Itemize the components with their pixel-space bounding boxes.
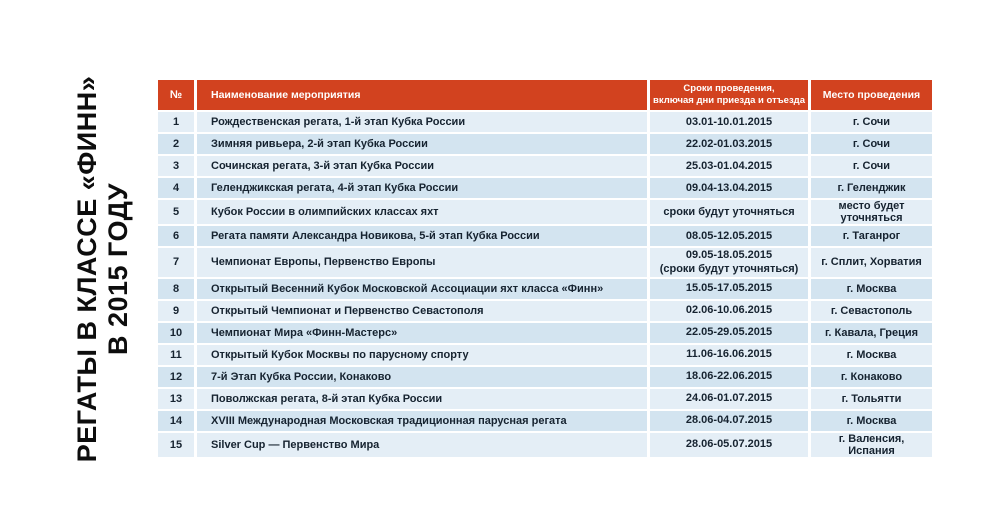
- event-place: г. Сочи: [811, 112, 932, 132]
- event-dates: 09.04-13.04.2015: [650, 178, 808, 198]
- header-dates: Сроки проведения, включая дни приезда и …: [650, 80, 808, 110]
- page-title-line2: В 2015 ГОДУ: [103, 182, 133, 356]
- table-row: 5 Кубок России в олимпийских классах яхт…: [158, 200, 932, 224]
- event-dates: 02.06-10.06.2015: [650, 300, 808, 321]
- row-number: 8: [158, 278, 194, 299]
- event-name: Поволжская регата, 8-й этап Кубка России: [197, 388, 647, 409]
- table-row: 8 Открытый Весенний Кубок Московской Асс…: [158, 278, 932, 299]
- event-place: г. Москва: [811, 344, 932, 365]
- event-name: Открытый Кубок Москвы по парусному спорт…: [197, 344, 647, 365]
- event-dates: 28.06-05.07.2015: [650, 432, 808, 457]
- row-number: 4: [158, 178, 194, 198]
- row-number: 10: [158, 322, 194, 343]
- event-dates: 22.05-29.05.2015: [650, 322, 808, 343]
- table-row: 3 Сочинская регата, 3-й этап Кубка Росси…: [158, 156, 932, 176]
- event-dates: 24.06-01.07.2015: [650, 388, 808, 409]
- table-row: 7 Чемпионат Европы, Первенство Европы 09…: [158, 248, 932, 277]
- event-dates: 08.05-12.05.2015: [650, 226, 808, 246]
- row-number: 12: [158, 366, 194, 387]
- event-place: г. Севастополь: [811, 300, 932, 321]
- event-name: Silver Cup — Первенство Мира: [197, 432, 647, 457]
- event-dates: 25.03-01.04.2015: [650, 156, 808, 176]
- header-number: №: [158, 80, 194, 110]
- event-name: Сочинская регата, 3-й этап Кубка России: [197, 156, 647, 176]
- header-event-name: Наименование мероприятия: [197, 80, 647, 110]
- event-place: г. Кавала, Греция: [811, 322, 932, 343]
- table-row: 9 Открытый Чемпионат и Первенство Севаст…: [158, 300, 932, 321]
- row-number: 9: [158, 300, 194, 321]
- row-number: 13: [158, 388, 194, 409]
- event-dates: сроки будут уточняться: [650, 200, 808, 224]
- row-number: 1: [158, 112, 194, 132]
- event-name: Чемпионат Мира «Финн-Мастерс»: [197, 322, 647, 343]
- table-header-row: № Наименование мероприятия Сроки проведе…: [158, 80, 932, 110]
- row-number: 3: [158, 156, 194, 176]
- event-dates: 03.01-10.01.2015: [650, 112, 808, 132]
- event-place: г. Конаково: [811, 366, 932, 387]
- row-number: 2: [158, 134, 194, 154]
- event-dates: 22.02-01.03.2015: [650, 134, 808, 154]
- row-number: 14: [158, 410, 194, 431]
- event-name: Открытый Весенний Кубок Московской Ассоц…: [197, 278, 647, 299]
- event-place: место будет уточняться: [811, 200, 932, 224]
- event-place: г. Валенсия, Испания: [811, 432, 932, 457]
- table-row: 2 Зимняя ривьера, 2-й этап Кубка России …: [158, 134, 932, 154]
- header-place: Место проведения: [811, 80, 932, 110]
- row-number: 7: [158, 248, 194, 277]
- table-row: 12 7-й Этап Кубка России, Конаково 18.06…: [158, 366, 932, 387]
- event-dates: 15.05-17.05.2015: [650, 278, 808, 299]
- event-place: г. Сплит, Хорватия: [811, 248, 932, 277]
- table-row: 14 XVIII Международная Московская традиц…: [158, 410, 932, 431]
- table-row: 6 Регата памяти Александра Новикова, 5-й…: [158, 226, 932, 246]
- row-number: 6: [158, 226, 194, 246]
- event-place: г. Таганрог: [811, 226, 932, 246]
- event-dates: 28.06-04.07.2015: [650, 410, 808, 431]
- row-number: 15: [158, 432, 194, 457]
- event-name: Кубок России в олимпийских классах яхт: [197, 200, 647, 224]
- event-place: г. Сочи: [811, 134, 932, 154]
- table-row: 11 Открытый Кубок Москвы по парусному сп…: [158, 344, 932, 365]
- event-dates: 11.06-16.06.2015: [650, 344, 808, 365]
- event-place: г. Геленджик: [811, 178, 932, 198]
- event-place: г. Сочи: [811, 156, 932, 176]
- row-number: 11: [158, 344, 194, 365]
- table-row: 4 Геленджикская регата, 4-й этап Кубка Р…: [158, 178, 932, 198]
- table-row: 13 Поволжская регата, 8-й этап Кубка Рос…: [158, 388, 932, 409]
- regatta-schedule-table: № Наименование мероприятия Сроки проведе…: [158, 80, 932, 459]
- row-number: 5: [158, 200, 194, 224]
- page-title: РЕГАТЫ В КЛАССЕ «ФИНН» В 2015 ГОДУ: [72, 71, 136, 467]
- table-row: 15 Silver Cup — Первенство Мира 28.06-05…: [158, 432, 932, 457]
- table-body: 1 Рождественская регата, 1-й этап Кубка …: [158, 112, 932, 457]
- page-title-line1: РЕГАТЫ В КЛАССЕ «ФИНН»: [72, 75, 102, 463]
- event-name: Чемпионат Европы, Первенство Европы: [197, 248, 647, 277]
- event-place: г. Москва: [811, 410, 932, 431]
- event-dates: 18.06-22.06.2015: [650, 366, 808, 387]
- table-row: 10 Чемпионат Мира «Финн-Мастерс» 22.05-2…: [158, 322, 932, 343]
- event-name: XVIII Международная Московская традицион…: [197, 410, 647, 431]
- event-name: 7-й Этап Кубка России, Конаково: [197, 366, 647, 387]
- event-name: Геленджикская регата, 4-й этап Кубка Рос…: [197, 178, 647, 198]
- event-name: Зимняя ривьера, 2-й этап Кубка России: [197, 134, 647, 154]
- event-name: Регата памяти Александра Новикова, 5-й э…: [197, 226, 647, 246]
- event-place: г. Москва: [811, 278, 932, 299]
- event-place: г. Тольятти: [811, 388, 932, 409]
- table-row: 1 Рождественская регата, 1-й этап Кубка …: [158, 112, 932, 132]
- event-name: Открытый Чемпионат и Первенство Севастоп…: [197, 300, 647, 321]
- event-dates: 09.05-18.05.2015 (сроки будут уточняться…: [650, 248, 808, 277]
- event-name: Рождественская регата, 1-й этап Кубка Ро…: [197, 112, 647, 132]
